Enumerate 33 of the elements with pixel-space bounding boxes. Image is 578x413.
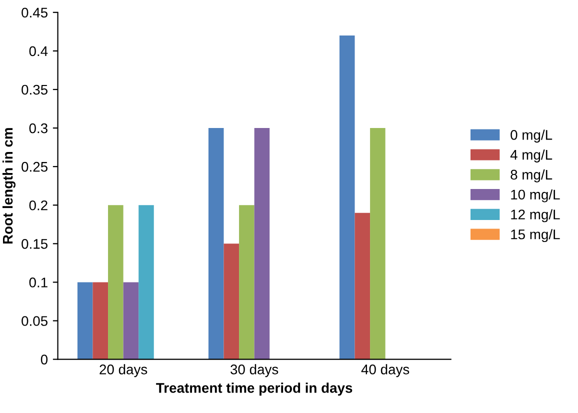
x-tick-label: 20 days (100, 364, 148, 378)
x-tick-label: 40 days (361, 364, 410, 378)
y-tick-label: 0.35 (22, 84, 48, 95)
y-tick-label: 0.05 (22, 316, 48, 326)
y-tick-label: 0.25 (22, 162, 48, 172)
x-axis-title: Treatment time period in days (156, 382, 352, 396)
y-tick-label: 0 (40, 354, 48, 364)
y-tick-label: 0.4 (29, 46, 48, 56)
y-tick-label: 0.1 (29, 278, 48, 288)
bar (254, 128, 270, 360)
bar (138, 205, 154, 360)
y-tick-label: 0.3 (29, 123, 48, 134)
bar (354, 212, 370, 360)
bar (224, 244, 240, 360)
bar (239, 205, 254, 360)
legend-label: 0 mg/L (510, 130, 552, 143)
y-axis-title: Root length in cm (2, 128, 16, 244)
bar (77, 282, 93, 360)
x-tick-label: 30 days (230, 364, 278, 378)
y-tick-label: 0.45 (22, 8, 48, 18)
y-tick-label: 0.15 (22, 239, 48, 249)
legend-label: 10 mg/L (511, 189, 560, 202)
y-tick-label: 0.2 (29, 200, 48, 210)
bar (208, 128, 224, 360)
bar (370, 128, 386, 360)
bar (339, 36, 355, 360)
legend-label: 12 mg/L (511, 209, 560, 222)
legend-label: 15 mg/L (511, 229, 560, 242)
bar (108, 205, 124, 360)
legend-label: 4 mg/L (510, 150, 552, 162)
bar (92, 282, 108, 360)
bar (123, 282, 139, 360)
legend-label: 8 mg/L (510, 169, 552, 182)
